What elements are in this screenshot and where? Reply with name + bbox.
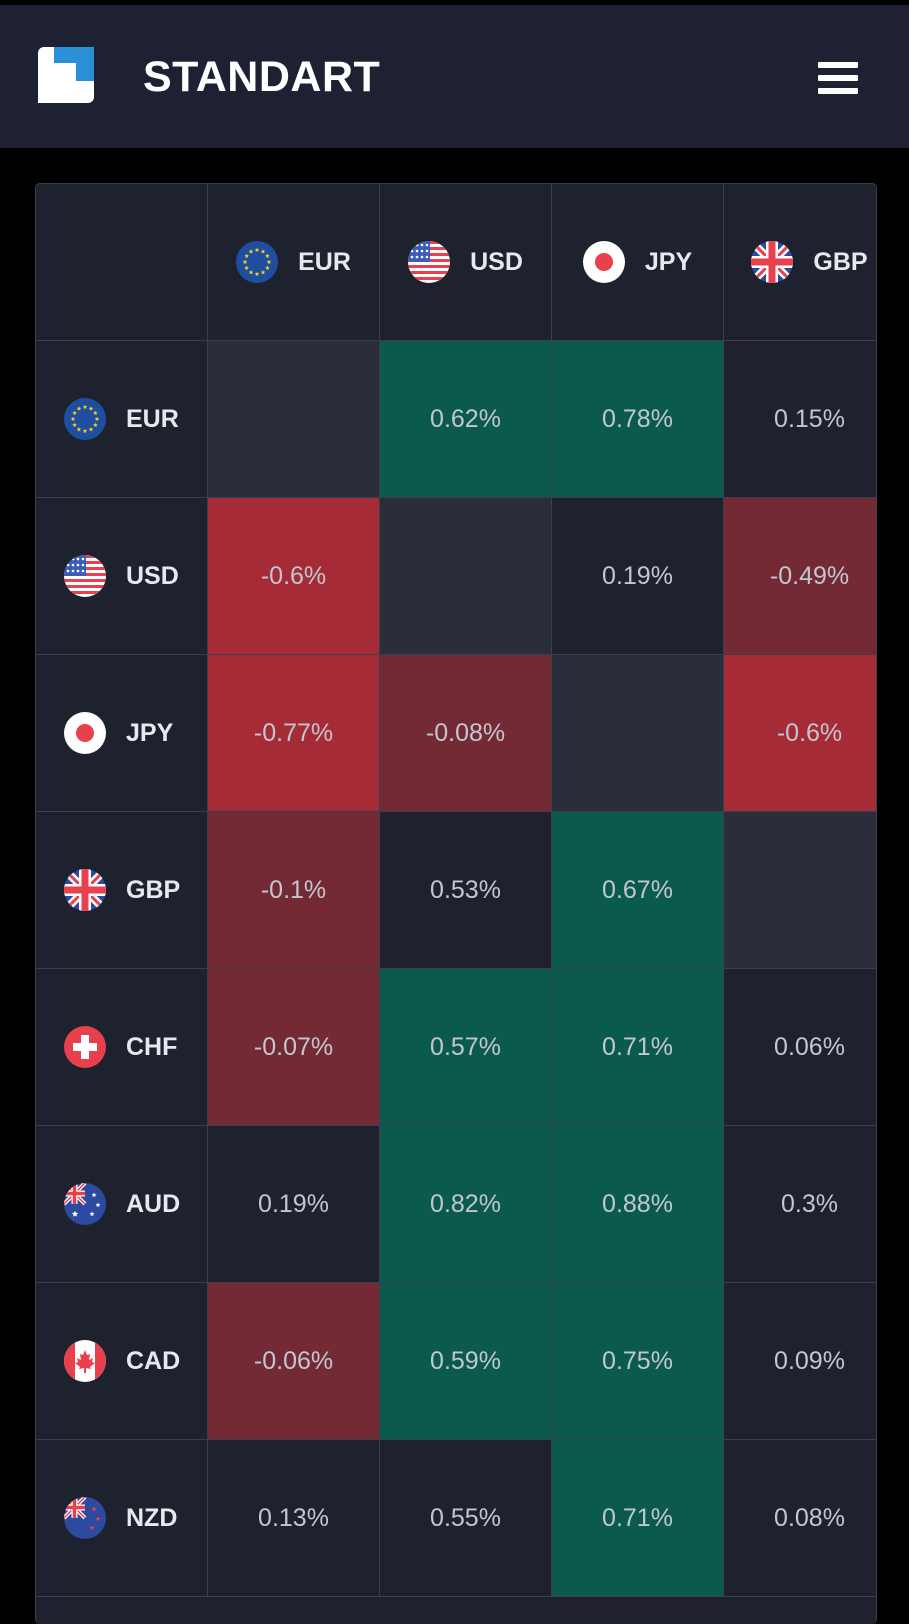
heatmap-cell-usd-gbp[interactable]: -0.49% <box>724 498 876 655</box>
row-header-aud[interactable]: AUD <box>36 1126 208 1283</box>
heatmap-cell-nzd-usd[interactable]: 0.55% <box>380 1440 552 1597</box>
heatmap-cell-cad-usd[interactable]: 0.59% <box>380 1283 552 1440</box>
heatmap-cell-eur-usd[interactable]: 0.62% <box>380 341 552 498</box>
heatmap-cell-chf-gbp[interactable]: 0.06% <box>724 969 876 1126</box>
row-header-label: NZD <box>126 1503 178 1532</box>
row-header-jpy[interactable]: JPY <box>36 655 208 812</box>
jp-flag-icon <box>64 712 106 754</box>
row-header-label: GBP <box>126 875 181 904</box>
row-header-label: CHF <box>126 1032 178 1061</box>
heatmap-cell-jpy-gbp[interactable]: -0.6% <box>724 655 876 812</box>
heatmap-cell-jpy-jpy[interactable] <box>552 655 724 812</box>
heatmap-cell-gbp-gbp[interactable] <box>724 812 876 969</box>
gb-flag-icon <box>64 869 106 911</box>
row-header-cad[interactable]: CAD <box>36 1283 208 1440</box>
heatmap-cell-gbp-jpy[interactable]: 0.67% <box>552 812 724 969</box>
currency-heatmap-table: EUR USD JPY GBP EUR 0.62% 0.78% 0.15% USD -0.6% 0.… <box>35 183 877 1624</box>
column-header-jpy[interactable]: JPY <box>552 184 724 341</box>
table-corner <box>36 184 208 341</box>
column-header-gbp[interactable]: GBP <box>724 184 876 341</box>
heatmap-cell-usd-jpy[interactable]: 0.19% <box>552 498 724 655</box>
heatmap-cell-usd-usd[interactable] <box>380 498 552 655</box>
status-strip <box>0 0 909 5</box>
heatmap-cell-chf-jpy[interactable]: 0.71% <box>552 969 724 1126</box>
column-header-label: GBP <box>813 247 868 276</box>
heatmap-cell-chf-eur[interactable]: -0.07% <box>208 969 380 1126</box>
column-header-label: JPY <box>644 247 693 276</box>
row-header-label: EUR <box>126 404 179 433</box>
ca-flag-icon <box>64 1340 106 1382</box>
us-flag-icon <box>64 555 106 597</box>
app-header: STANDART <box>0 5 909 148</box>
gb-flag-icon <box>751 241 794 283</box>
heatmap-cell-nzd-gbp[interactable]: 0.08% <box>724 1440 876 1597</box>
heatmap-cell-gbp-eur[interactable]: -0.1% <box>208 812 380 969</box>
app-title: STANDART <box>143 53 381 101</box>
heatmap-cell-cad-jpy[interactable]: 0.75% <box>552 1283 724 1440</box>
heatmap-cell-eur-eur[interactable] <box>208 341 380 498</box>
column-header-usd[interactable]: USD <box>380 184 552 341</box>
heatmap-cell-aud-jpy[interactable]: 0.88% <box>552 1126 724 1283</box>
heatmap-cell-aud-eur[interactable]: 0.19% <box>208 1126 380 1283</box>
heatmap-cell-usd-eur[interactable]: -0.6% <box>208 498 380 655</box>
heatmap-cell-nzd-eur[interactable]: 0.13% <box>208 1440 380 1597</box>
heatmap-cell-jpy-eur[interactable]: -0.77% <box>208 655 380 812</box>
column-header-label: EUR <box>298 247 351 276</box>
row-header-nzd[interactable]: NZD <box>36 1440 208 1597</box>
row-header-label: JPY <box>126 718 174 747</box>
nz-flag-icon <box>64 1497 106 1539</box>
heatmap-cell-aud-gbp[interactable]: 0.3% <box>724 1126 876 1283</box>
column-header-label: USD <box>470 247 523 276</box>
heatmap-cell-gbp-usd[interactable]: 0.53% <box>380 812 552 969</box>
jp-flag-icon <box>582 241 625 283</box>
eu-flag-icon <box>64 398 106 440</box>
heatmap-cell-chf-usd[interactable]: 0.57% <box>380 969 552 1126</box>
standart-logo[interactable] <box>36 45 96 105</box>
row-header-usd[interactable]: USD <box>36 498 208 655</box>
au-flag-icon <box>64 1183 106 1225</box>
ch-flag-icon <box>64 1026 106 1068</box>
row-header-gbp[interactable]: GBP <box>36 812 208 969</box>
us-flag-icon <box>408 241 451 283</box>
heatmap-cell-eur-jpy[interactable]: 0.78% <box>552 341 724 498</box>
row-header-label: AUD <box>126 1189 181 1218</box>
row-header-label: CAD <box>126 1346 181 1375</box>
row-header-chf[interactable]: CHF <box>36 969 208 1126</box>
heatmap-cell-eur-gbp[interactable]: 0.15% <box>724 341 876 498</box>
eu-flag-icon <box>236 241 279 283</box>
row-header-label: USD <box>126 561 179 590</box>
hamburger-menu-icon[interactable] <box>818 62 858 98</box>
heatmap-cell-cad-gbp[interactable]: 0.09% <box>724 1283 876 1440</box>
column-header-eur[interactable]: EUR <box>208 184 380 341</box>
heatmap-cell-aud-usd[interactable]: 0.82% <box>380 1126 552 1283</box>
heatmap-cell-jpy-usd[interactable]: -0.08% <box>380 655 552 812</box>
heatmap-cell-nzd-jpy[interactable]: 0.71% <box>552 1440 724 1597</box>
row-header-eur[interactable]: EUR <box>36 341 208 498</box>
heatmap-cell-cad-eur[interactable]: -0.06% <box>208 1283 380 1440</box>
